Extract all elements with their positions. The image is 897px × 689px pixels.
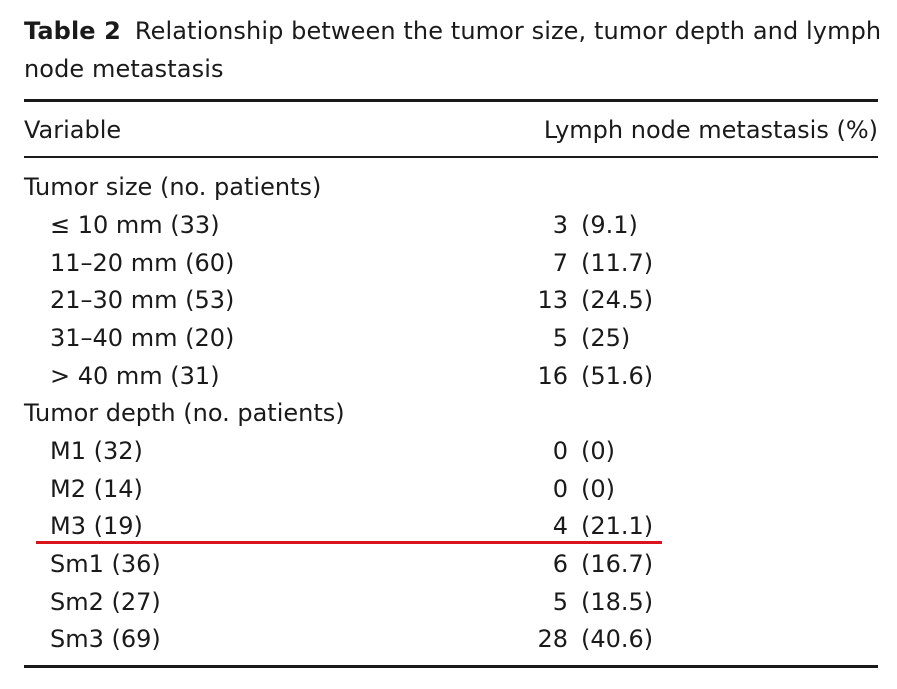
row-count: 13 — [537, 286, 568, 314]
table-row: 31–40 mm (20) 5 (25) — [24, 319, 878, 357]
row-count: 16 — [537, 362, 568, 390]
row-variable: 11–20 mm (60) — [50, 249, 235, 277]
table-row: M2 (14) 0 (0) — [24, 470, 878, 508]
row-variable: M3 (19) — [50, 512, 143, 540]
red-underline-annotation — [36, 541, 662, 544]
row-percent: (40.6) — [581, 625, 654, 653]
row-count: 28 — [537, 625, 568, 653]
header-rule — [24, 156, 878, 158]
header-lymph-node-metastasis: Lymph node metastasis (%) — [543, 116, 878, 144]
row-count: 3 — [552, 211, 568, 239]
row-percent: (11.7) — [581, 249, 654, 277]
row-percent: (21.1) — [581, 512, 654, 540]
row-count: 7 — [552, 249, 568, 277]
group-heading-tumor-depth: Tumor depth (no. patients) — [24, 394, 878, 432]
row-percent: (25) — [581, 324, 631, 352]
row-percent: (0) — [581, 475, 615, 503]
row-variable: Sm3 (69) — [50, 625, 161, 653]
row-variable: 31–40 mm (20) — [50, 324, 235, 352]
top-rule — [24, 99, 878, 102]
row-percent: (9.1) — [581, 211, 638, 239]
row-variable: M2 (14) — [50, 475, 143, 503]
table-row: Sm3 (69) 28 (40.6) — [24, 620, 878, 658]
row-variable: Tumor depth (no. patients) — [24, 399, 345, 427]
row-variable: 21–30 mm (53) — [50, 286, 235, 314]
row-count: 6 — [552, 550, 568, 578]
row-variable: Sm1 (36) — [50, 550, 161, 578]
row-percent: (16.7) — [581, 550, 654, 578]
row-variable: ≤ 10 mm (33) — [50, 211, 220, 239]
table-row: > 40 mm (31) 16 (51.6) — [24, 357, 878, 395]
row-variable: M1 (32) — [50, 437, 143, 465]
table-row: Sm2 (27) 5 (18.5) — [24, 583, 878, 621]
row-variable: Tumor size (no. patients) — [24, 173, 322, 201]
table-row: 11–20 mm (60) 7 (11.7) — [24, 244, 878, 282]
table-row: ≤ 10 mm (33) 3 (9.1) — [24, 206, 878, 244]
row-percent: (51.6) — [581, 362, 654, 390]
table-row: M3 (19) 4 (21.1) — [24, 507, 878, 545]
row-count: 4 — [552, 512, 568, 540]
row-count: 0 — [552, 437, 568, 465]
table-row: Sm1 (36) 6 (16.7) — [24, 545, 878, 583]
bottom-rule — [24, 665, 878, 668]
row-percent: (24.5) — [581, 286, 654, 314]
table-header: Variable Lymph node metastasis (%) — [24, 112, 878, 148]
row-count: 5 — [552, 588, 568, 616]
header-variable: Variable — [24, 116, 122, 144]
group-heading-tumor-size: Tumor size (no. patients) — [24, 168, 878, 206]
table-caption: Table 2 Relationship between the tumor si… — [24, 12, 884, 88]
row-count: 5 — [552, 324, 568, 352]
table-row: 21–30 mm (53) 13 (24.5) — [24, 281, 878, 319]
table-label: Table 2 — [24, 17, 121, 45]
row-variable: > 40 mm (31) — [50, 362, 220, 390]
row-count: 0 — [552, 475, 568, 503]
row-percent: (0) — [581, 437, 615, 465]
row-variable: Sm2 (27) — [50, 588, 161, 616]
table-row: M1 (32) 0 (0) — [24, 432, 878, 470]
table-caption-text: Relationship between the tumor size, tum… — [24, 17, 882, 83]
row-percent: (18.5) — [581, 588, 654, 616]
